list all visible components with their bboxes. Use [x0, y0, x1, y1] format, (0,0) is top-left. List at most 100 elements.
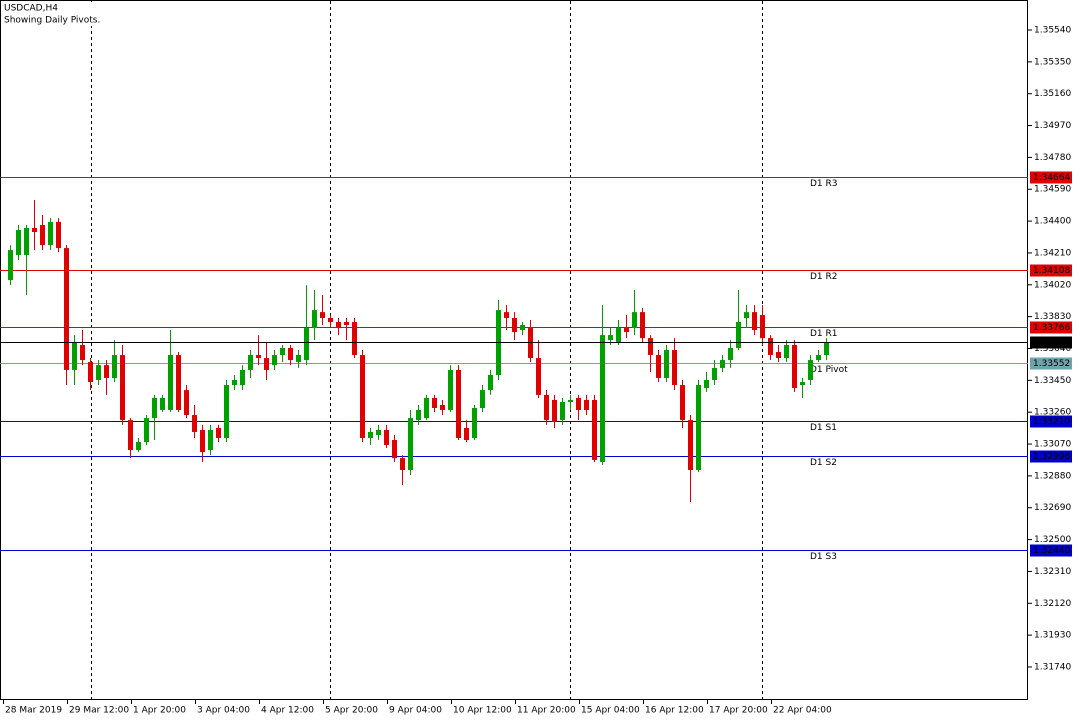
candle-body	[664, 350, 669, 378]
y-tick-label: 1.33260	[1034, 408, 1071, 418]
y-tick-label: 1.34970	[1034, 121, 1071, 131]
candle-body	[624, 328, 629, 333]
candle-body	[768, 338, 773, 356]
header-bg	[2, 2, 102, 26]
candle-body	[128, 420, 133, 451]
y-tick-label: 1.34210	[1034, 248, 1071, 258]
candle-body	[216, 427, 221, 439]
y-tick-label: 1.31740	[1034, 662, 1071, 672]
pivot-name: D1 S3	[810, 552, 837, 562]
candle-body	[168, 355, 173, 411]
candle-body	[272, 355, 277, 366]
candle-body	[256, 355, 261, 359]
candle-body	[672, 350, 677, 386]
candle-body	[408, 418, 413, 471]
y-tick-label: 1.34590	[1034, 185, 1071, 195]
candle-body	[48, 221, 53, 246]
candle-body	[88, 362, 93, 383]
y-tick-label: 1.34400	[1034, 217, 1071, 227]
candle-body	[512, 317, 517, 333]
y-tick-label: 1.34780	[1034, 153, 1071, 163]
candle-body	[816, 355, 821, 361]
price-tag-label: 1.32996	[1033, 452, 1070, 462]
candle-body	[248, 355, 253, 370]
candle-body	[240, 369, 245, 386]
x-tick-label: 15 Apr 04:00	[581, 706, 640, 716]
y-tick-label: 1.32120	[1034, 599, 1071, 609]
candle-body	[592, 399, 597, 460]
plot-frame	[0, 0, 1028, 700]
x-tick-label: 29 Mar 12:00	[69, 706, 129, 716]
candle-body	[328, 317, 333, 323]
candle-body	[32, 227, 37, 232]
x-tick-label: 11 Apr 20:00	[517, 706, 576, 716]
separators	[91, 1, 763, 700]
candle-body	[112, 355, 117, 378]
candle-body	[712, 367, 717, 381]
x-tick-label: 4 Apr 12:00	[261, 706, 314, 716]
price-tag-label: 1.33210	[1033, 417, 1070, 427]
candle-body	[376, 429, 381, 435]
candle-body	[736, 322, 741, 348]
candle-body	[456, 369, 461, 439]
candle-body	[752, 312, 757, 331]
candle-body	[104, 365, 109, 378]
candle-body	[96, 365, 101, 381]
candle-body	[392, 440, 397, 459]
price-tag	[1030, 357, 1072, 370]
candle-body	[616, 328, 621, 342]
candle-body	[744, 312, 749, 318]
pivot-name: D1 S2	[810, 458, 837, 468]
candle-body	[320, 312, 325, 318]
candle-body	[568, 399, 573, 402]
y-tick-label: 1.33070	[1034, 440, 1071, 450]
price-tag	[1030, 415, 1072, 428]
candle-body	[760, 314, 765, 339]
candle-body	[304, 328, 309, 361]
y-tick-label: 1.31930	[1034, 631, 1071, 641]
chart-subtitle: Showing Daily Pivots.	[4, 16, 100, 26]
candle-body	[144, 418, 149, 443]
y-tick-label: 1.35540	[1034, 26, 1071, 36]
candle-body	[264, 358, 269, 370]
candle-body	[136, 442, 141, 451]
price-tag-label: 1.34108	[1033, 266, 1070, 276]
x-tick-label: 16 Apr 12:00	[645, 706, 704, 716]
price-tag	[1030, 264, 1072, 277]
y-tick-label: 1.32880	[1034, 471, 1071, 481]
candle-body	[600, 335, 605, 462]
candle-body	[720, 360, 725, 368]
candle-body	[480, 390, 485, 408]
candle-body	[200, 429, 205, 453]
candle-body	[280, 347, 285, 356]
candle-body	[680, 385, 685, 421]
candle-body	[808, 360, 813, 381]
candle-body	[464, 427, 469, 441]
x-tick-label: 17 Apr 20:00	[709, 706, 768, 716]
y-tick-label: 1.32310	[1034, 567, 1071, 577]
candle-body	[40, 224, 45, 246]
chart-title: USDCAD,H4	[4, 4, 58, 14]
candle-body	[8, 250, 13, 281]
y-tick-label: 1.34020	[1034, 280, 1071, 290]
candle-body	[360, 355, 365, 439]
candle-body	[520, 325, 525, 331]
y-tick-label: 1.33640	[1034, 344, 1071, 354]
candle-body	[800, 382, 805, 386]
y-tick-label: 1.32500	[1034, 535, 1071, 545]
candle-body	[24, 227, 29, 255]
candle-body	[640, 312, 645, 339]
candle-body	[776, 352, 781, 359]
candle-body	[704, 380, 709, 389]
candle-body	[792, 344, 797, 389]
x-tick-label: 5 Apr 20:00	[325, 706, 378, 716]
pivot-name: D1 R3	[810, 179, 838, 189]
plot: D1 R3 D1 R2 D1 R1 D1 Pivot D1 S1 D1 S2 D1 S3	[0, 177, 1028, 562]
price-tag	[1030, 171, 1072, 184]
candle-body	[584, 399, 589, 411]
x-tick-label: 9 Apr 04:00	[389, 706, 442, 716]
price-tag	[1030, 544, 1072, 557]
y-tick-label: 1.33830	[1034, 312, 1071, 322]
candle-body	[224, 385, 229, 439]
